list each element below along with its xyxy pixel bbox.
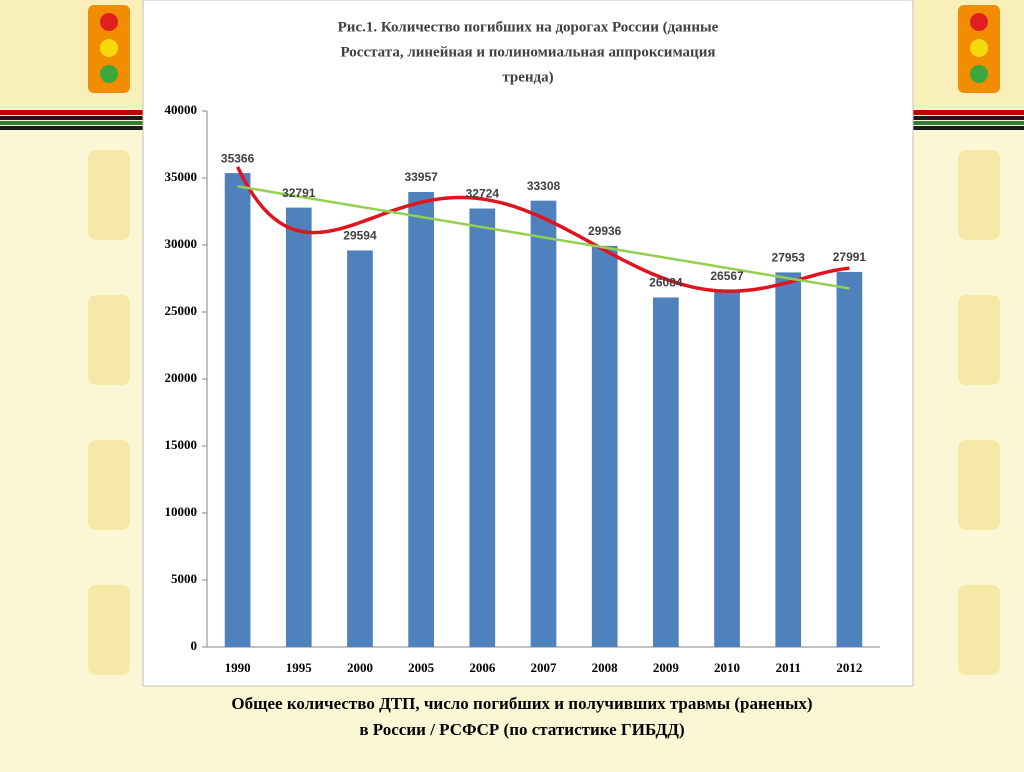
x-tick-label: 2009 <box>653 660 680 675</box>
value-label: 27953 <box>772 251 806 265</box>
x-tick-label: 2000 <box>347 660 373 675</box>
x-tick-label: 1995 <box>286 660 313 675</box>
bar <box>285 207 312 648</box>
caption: Общее количество ДТП, число погибших и п… <box>231 694 812 713</box>
value-label: 26567 <box>710 269 744 283</box>
poly-trend <box>236 166 850 293</box>
bar <box>836 271 863 647</box>
value-label: 33308 <box>527 179 561 193</box>
chart-title: тренда) <box>502 69 553 85</box>
value-label: 32724 <box>466 187 500 201</box>
value-label: 32791 <box>282 186 316 200</box>
bar <box>591 245 618 647</box>
bar <box>653 297 679 647</box>
y-tick-label: 15000 <box>165 437 198 452</box>
bar <box>530 200 557 648</box>
value-label: 33957 <box>404 170 438 184</box>
y-tick-label: 0 <box>191 638 198 653</box>
x-tick-label: 2007 <box>531 660 558 675</box>
x-tick-label: 2008 <box>592 660 619 675</box>
bar <box>469 208 496 647</box>
x-tick-label: 2012 <box>836 660 862 675</box>
bar <box>714 291 740 647</box>
x-tick-label: 2006 <box>469 660 496 675</box>
bar <box>224 173 251 648</box>
bar <box>775 272 802 647</box>
y-tick-label: 5000 <box>171 571 197 586</box>
x-tick-label: 1990 <box>225 660 251 675</box>
value-label: 26084 <box>649 276 683 290</box>
value-label: 29936 <box>588 224 622 238</box>
bar <box>347 250 373 647</box>
linear-trend <box>237 185 850 290</box>
x-tick-label: 2005 <box>408 660 435 675</box>
x-tick-label: 2010 <box>714 660 740 675</box>
y-tick-label: 35000 <box>165 169 198 184</box>
y-tick-label: 30000 <box>165 236 198 251</box>
value-label: 29594 <box>343 229 377 243</box>
y-tick-label: 20000 <box>165 370 198 385</box>
chart-title: Росстата, линейная и полиномиальная аппр… <box>341 44 716 60</box>
value-label: 35366 <box>221 151 255 165</box>
bar <box>408 191 434 647</box>
caption: в России / РСФСР (по статистике ГИБДД) <box>359 720 684 739</box>
y-tick-label: 25000 <box>165 303 198 318</box>
y-tick-label: 10000 <box>165 504 198 519</box>
value-label: 27991 <box>833 250 867 264</box>
chart-title: Рис.1. Количество погибших на дорогах Ро… <box>338 19 719 35</box>
y-tick-label: 40000 <box>165 102 198 117</box>
x-tick-label: 2011 <box>776 660 801 675</box>
